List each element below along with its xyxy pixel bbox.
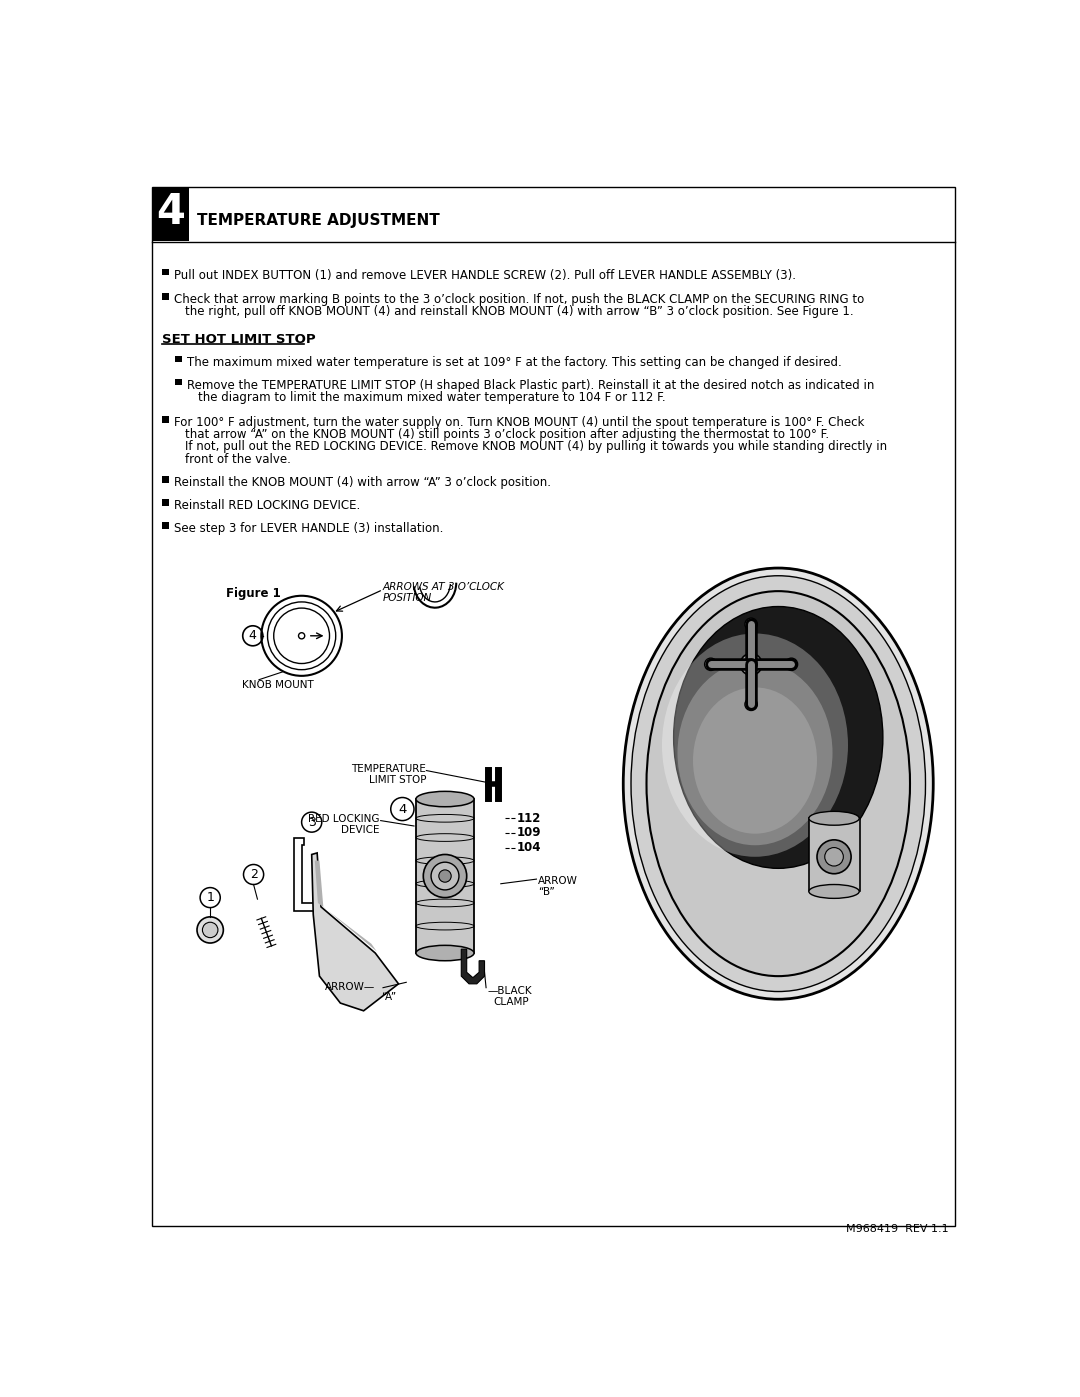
Text: 4: 4 [157, 191, 185, 233]
Bar [162, 499, 170, 506]
Text: 104: 104 [516, 841, 541, 854]
Text: For 100° F adjustment, turn the water supply on. Turn KNOB MOUNT (4) until the s: For 100° F adjustment, turn the water su… [174, 415, 864, 429]
Text: SET HOT LIMIT STOP: SET HOT LIMIT STOP [162, 334, 315, 346]
Bar [175, 355, 181, 362]
Ellipse shape [693, 687, 816, 834]
Text: Remove the TEMPERATURE LIMIT STOP (H shaped Black Plastic part). Reinstall it at: Remove the TEMPERATURE LIMIT STOP (H sha… [187, 379, 875, 391]
Text: 1: 1 [206, 891, 214, 904]
Text: KNOB MOUNT: KNOB MOUNT [242, 680, 313, 690]
Text: M968419  REV 1.1: M968419 REV 1.1 [846, 1224, 948, 1234]
Circle shape [197, 916, 224, 943]
Text: “B”: “B” [538, 887, 555, 897]
Bar [175, 379, 181, 384]
Text: that arrow “A” on the KNOB MOUNT (4) still points 3 o’clock position after adjus: that arrow “A” on the KNOB MOUNT (4) sti… [185, 427, 828, 441]
Text: Figure 1: Figure 1 [227, 587, 281, 601]
Text: Pull out INDEX BUTTON (1) and remove LEVER HANDLE SCREW (2). Pull off LEVER HAND: Pull out INDEX BUTTON (1) and remove LEV… [174, 268, 796, 282]
Ellipse shape [623, 569, 933, 999]
Text: If not, pull out the RED LOCKING DEVICE. Remove KNOB MOUNT (4) by pulling it tow: If not, pull out the RED LOCKING DEVICE.… [185, 440, 887, 453]
Text: 4: 4 [248, 629, 257, 643]
Circle shape [438, 870, 451, 882]
Text: Check that arrow marking B points to the 3 o’clock position. If not, push the BL: Check that arrow marking B points to the… [174, 293, 864, 306]
Text: DEVICE: DEVICE [341, 826, 380, 835]
Circle shape [423, 855, 467, 898]
Ellipse shape [809, 812, 860, 826]
Text: 4: 4 [399, 802, 406, 816]
Polygon shape [461, 949, 485, 983]
Text: TEMPERATURE ADJUSTMENT: TEMPERATURE ADJUSTMENT [197, 212, 440, 228]
Bar [162, 475, 170, 482]
Text: Reinstall RED LOCKING DEVICE.: Reinstall RED LOCKING DEVICE. [174, 499, 360, 511]
Circle shape [745, 698, 757, 711]
Bar [162, 415, 170, 422]
Polygon shape [314, 861, 377, 951]
Circle shape [740, 654, 762, 675]
Bar [809, 819, 860, 891]
Ellipse shape [416, 946, 474, 961]
Text: ARROW: ARROW [538, 876, 578, 886]
Text: See step 3 for LEVER HANDLE (3) installation.: See step 3 for LEVER HANDLE (3) installa… [174, 522, 443, 535]
Text: Reinstall the KNOB MOUNT (4) with arrow “A” 3 o’clock position.: Reinstall the KNOB MOUNT (4) with arrow … [174, 475, 551, 489]
Text: the diagram to limit the maximum mixed water temperature to 104 F or 112 F.: the diagram to limit the maximum mixed w… [198, 391, 665, 404]
Text: The maximum mixed water temperature is set at 109° F at the factory. This settin: The maximum mixed water temperature is s… [187, 355, 841, 369]
Bar [162, 268, 170, 275]
Circle shape [816, 840, 851, 873]
Ellipse shape [677, 661, 833, 845]
Text: LIMIT STOP: LIMIT STOP [369, 775, 427, 785]
Ellipse shape [674, 606, 882, 869]
Circle shape [785, 658, 798, 671]
Text: POSITION: POSITION [383, 594, 432, 604]
Circle shape [825, 848, 843, 866]
Circle shape [745, 659, 757, 669]
Ellipse shape [662, 633, 848, 856]
Text: TEMPERATURE: TEMPERATURE [351, 764, 427, 774]
Text: ARROWS AT 3 O’CLOCK: ARROWS AT 3 O’CLOCK [383, 583, 504, 592]
Bar [416, 799, 474, 953]
Text: CLAMP: CLAMP [494, 997, 529, 1007]
Text: —BLACK: —BLACK [488, 986, 532, 996]
Text: ARROW—: ARROW— [325, 982, 375, 992]
Ellipse shape [416, 791, 474, 806]
Ellipse shape [809, 884, 860, 898]
Bar [162, 293, 170, 300]
Bar [162, 522, 170, 529]
Text: the right, pull off KNOB MOUNT (4) and reinstall KNOB MOUNT (4) with arrow “B” 3: the right, pull off KNOB MOUNT (4) and r… [185, 306, 853, 319]
Text: 109: 109 [516, 827, 541, 840]
Text: 2: 2 [249, 868, 257, 882]
Polygon shape [312, 854, 399, 1011]
Text: “A”: “A” [381, 992, 396, 1002]
Text: front of the valve.: front of the valve. [185, 453, 291, 465]
Text: RED LOCKING: RED LOCKING [309, 814, 380, 824]
Ellipse shape [631, 576, 926, 992]
Ellipse shape [647, 591, 910, 977]
Circle shape [704, 658, 717, 671]
Circle shape [431, 862, 459, 890]
Text: 112: 112 [516, 812, 541, 824]
Circle shape [745, 617, 757, 630]
Circle shape [202, 922, 218, 937]
Text: 3: 3 [308, 816, 315, 828]
Bar [152, 189, 189, 240]
